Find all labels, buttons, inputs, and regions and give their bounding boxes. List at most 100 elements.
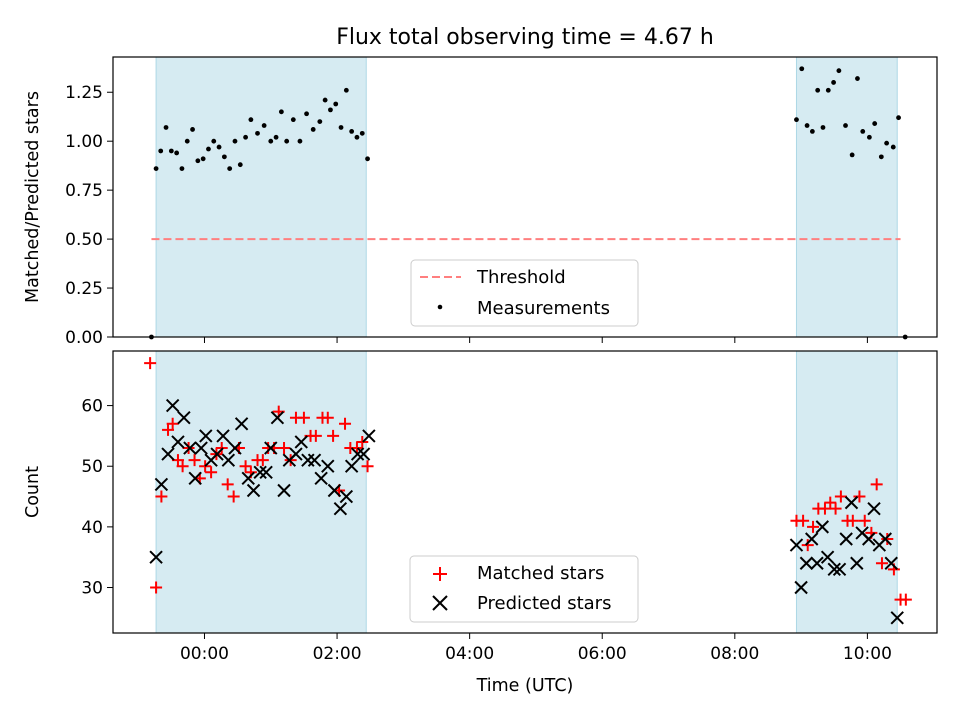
matched-star-point [807,520,820,533]
predicted-star-point [154,477,169,492]
matched-star-point [155,490,168,503]
predicted-star-point [259,465,273,479]
measurement-point [866,134,872,140]
matched-star-point [321,411,334,424]
y-tick-label: 50 [81,457,103,477]
measurement-point [896,115,901,121]
measurement-point [284,138,290,144]
matched-star-point [239,460,252,473]
predicted-star-point [832,562,847,577]
measurement-point [317,119,323,125]
y-tick-label: 30 [81,579,103,599]
predicted-star-point [884,556,898,570]
measurement-point [836,68,842,74]
predicted-star-point [307,453,322,467]
measurement-point [860,129,866,134]
predicted-star-point [221,453,236,467]
axes-frame [112,350,938,634]
observing-span [795,350,898,634]
axis-ticks: 0.00 0.25 0.50 0.75 1.00 1.25 [65,83,868,348]
predicted-star-point [820,550,835,564]
measurement-point [179,166,185,172]
measurement-point [338,125,344,130]
predicted-star-point [339,489,354,504]
x-axis-label: Time (UTC) [476,676,574,696]
predicted-star-point [177,411,191,425]
legend-threshold-label: Threshold [476,267,566,288]
y-tick-label: 40 [81,518,103,538]
matched-star-point [176,460,189,473]
matched-star-point [144,357,157,370]
observing-spans [155,56,898,338]
x-tick-label: 04:00 [445,644,494,664]
predicted-star-point [344,459,359,473]
measurement-point [216,144,222,150]
predicted-star-point [356,447,371,461]
predicted-star-point [171,435,185,449]
matched-star-point [829,502,842,515]
matched-star-point [221,478,234,491]
measurement-point [268,138,274,144]
predicted-star-point [264,441,278,455]
measurement-point [184,138,190,144]
measurement-point [158,148,164,154]
legend-predicted-label: Predicted stars [477,593,611,614]
measurement-point [168,148,174,154]
x-tick-label: 10:00 [843,644,892,664]
matched-star-point [150,581,163,594]
predicted-star-point [867,501,881,516]
axis-ticks: 30 40 50 60 00:00 02:00 04:00 06:00 08:00 10:00 [81,397,892,664]
measurement-point [831,80,836,85]
matched-star-point [356,435,369,448]
observing-spans [155,350,898,634]
predicted-star-point [810,556,824,570]
matched-star-point [297,411,310,424]
predicted-star-point [270,411,285,425]
y-tick-label: 1.25 [65,83,103,103]
predicted-star-point [890,611,904,625]
measurement-point [290,117,296,123]
matched-star-point [881,533,894,545]
measurement-point [206,146,211,152]
count-panel: 30 40 50 60 00:00 02:00 04:00 06:00 08:00 10:00 C… [23,350,938,696]
measurement-point [815,87,821,93]
y-tick-label: 0.50 [65,230,103,250]
measurement-point [237,162,243,168]
y-tick-label: 60 [81,397,103,417]
measurement-point [872,121,878,126]
measurement-point [243,134,248,140]
measurement-point [354,134,360,140]
measurement-point [310,127,316,132]
y-tick-label: 0.00 [65,328,103,348]
measurement-point [195,158,201,164]
matched-star-point [162,423,175,436]
predicted-star-point [314,471,328,486]
predicted-star-point [794,580,808,595]
y-axis-label: Matched/Predicted stars [23,91,43,303]
matched-star-point [361,460,374,473]
predicted-star-point [199,429,213,443]
predicted-star-point [216,429,230,443]
measurement-point [343,87,349,93]
predicted-star-point [149,550,163,564]
matched-star-point [205,466,218,479]
measurement-point [855,76,860,81]
measurement-point [190,127,195,132]
matched-star-point [227,490,240,503]
legend-predicted-swatch [432,595,448,611]
matched-star-point [199,460,212,473]
measurement-point [163,125,169,130]
predicted-star-point [827,562,841,577]
legend: Matched stars Predicted stars [409,555,639,623]
measurement-point [349,129,355,134]
matched-star-point [858,514,871,527]
measurement-point [804,123,810,128]
measurement-point [884,140,890,146]
measurement-point [232,138,238,144]
measurement-point [153,166,159,172]
matched-star-point [309,429,322,442]
predicted-star-point [789,538,804,552]
matched-star-point [327,429,340,442]
measurement-point [261,123,267,128]
